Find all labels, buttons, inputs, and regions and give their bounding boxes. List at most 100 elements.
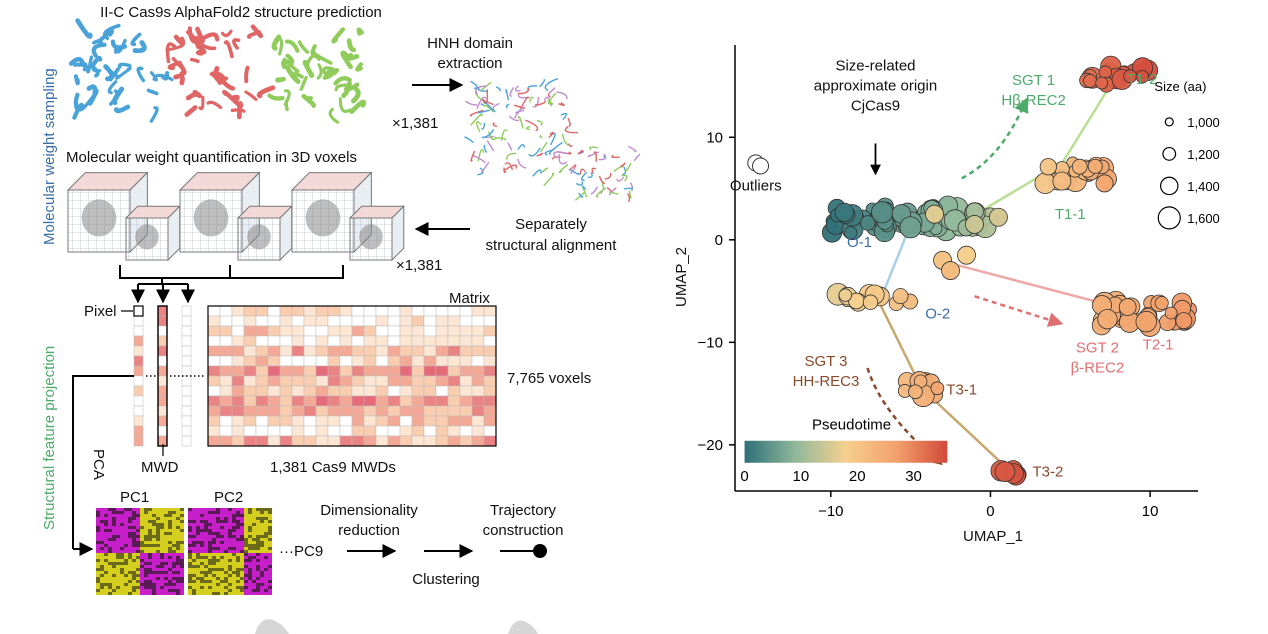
heatmap-cell — [160, 580, 164, 583]
heatmap-cell — [188, 589, 192, 592]
matrix-cell — [303, 395, 317, 407]
heatmap-cell — [200, 532, 204, 535]
heatmap-cell — [260, 559, 264, 562]
heatmap-cell — [236, 553, 240, 556]
matrix-cell — [375, 335, 389, 347]
matrix-cell — [219, 435, 233, 447]
heatmap-cell — [112, 568, 116, 571]
heatmap-cell — [224, 559, 228, 562]
heatmap-cell — [112, 508, 116, 511]
heatmap-cell — [168, 547, 172, 550]
matrix-cell — [327, 385, 341, 397]
heatmap-cell — [204, 583, 208, 586]
mwd-cell — [181, 315, 192, 327]
heatmap-cell — [236, 526, 240, 529]
heatmap-cell — [220, 574, 224, 577]
heatmap-cell — [96, 532, 100, 535]
matrix-cell — [471, 425, 485, 437]
heatmap-cell — [104, 529, 108, 532]
matrix-cell — [339, 365, 353, 377]
matrix-cell — [399, 325, 413, 337]
heatmap-cell — [188, 565, 192, 568]
mwd-label: MWD — [141, 459, 179, 476]
hnh-ribbon — [568, 163, 577, 171]
heatmap-cell — [132, 562, 136, 565]
protein-ribbon — [220, 29, 233, 38]
heatmap-cell — [116, 523, 120, 526]
heatmap-cell — [100, 532, 104, 535]
heatmap-cell — [120, 511, 124, 514]
hnh-ribbon — [486, 140, 495, 152]
matrix-cell — [471, 355, 485, 367]
heatmap-cell — [192, 565, 196, 568]
voxels-label: 7,765 voxels — [507, 370, 591, 387]
heatmap-cell — [232, 562, 236, 565]
heatmap-cell — [116, 535, 120, 538]
heatmap-cell — [256, 517, 260, 520]
pc9-label: ···PC9 — [279, 543, 323, 560]
protein-ribbon — [334, 83, 351, 92]
heatmap-cell — [120, 508, 124, 511]
protein-ribbon — [285, 53, 295, 65]
matrix-cell — [327, 365, 341, 377]
heatmap-cell — [220, 586, 224, 589]
heatmap-cell — [204, 508, 208, 511]
heatmap-cell — [188, 538, 192, 541]
matrix-cell — [291, 395, 305, 407]
protein-ribbon — [345, 52, 360, 61]
matrix-cell — [423, 315, 437, 327]
heatmap-cell — [208, 535, 212, 538]
heatmap-cell — [188, 535, 192, 538]
hnh-ribbon — [519, 96, 529, 110]
heatmap-cell — [96, 568, 100, 571]
umap-point — [871, 201, 894, 224]
heatmap-cell — [232, 523, 236, 526]
heatmap-cell — [128, 556, 132, 559]
hnh-ribbon — [500, 129, 508, 141]
matrix-cell — [279, 415, 293, 427]
density-blob — [81, 199, 117, 237]
heatmap-cell — [248, 559, 252, 562]
heatmap-cell — [224, 574, 228, 577]
heatmap-cell — [232, 547, 236, 550]
heatmap-cell — [212, 586, 216, 589]
matrix-cell — [279, 375, 293, 387]
heatmap-cell — [208, 538, 212, 541]
hnh-ribbon — [517, 158, 527, 169]
heatmap-cell — [212, 574, 216, 577]
heatmap-cell — [156, 568, 160, 571]
heatmap-cell — [156, 556, 160, 559]
mwd-cell — [157, 325, 168, 337]
heatmap-cell — [148, 574, 152, 577]
matrix-cell — [255, 355, 269, 367]
heatmap-cell — [96, 508, 100, 511]
heatmap-cell — [240, 547, 244, 550]
heatmap-cell — [112, 535, 116, 538]
heatmap-cell — [124, 538, 128, 541]
heatmap-cell — [160, 526, 164, 529]
heatmap-cell — [144, 583, 148, 586]
heatmap-cell — [116, 565, 120, 568]
heatmap-cell — [200, 535, 204, 538]
heatmap-cell — [264, 565, 268, 568]
protein-ribbon — [322, 68, 339, 80]
mwd-cell — [181, 405, 192, 417]
heatmap-cell — [164, 517, 168, 520]
hnh-ribbon — [560, 112, 568, 121]
heatmap-cell — [196, 532, 200, 535]
size-legend-circle — [1162, 146, 1177, 161]
heatmap-cell — [104, 583, 108, 586]
matrix-cell — [279, 365, 293, 377]
heatmap-cell — [216, 520, 220, 523]
heatmap-cell — [128, 571, 132, 574]
hnh-ribbon — [495, 137, 507, 141]
heatmap-cell — [132, 568, 136, 571]
matrix-cell — [375, 405, 389, 417]
trajectory-endpoint — [533, 544, 547, 558]
heatmap-cell — [140, 547, 144, 550]
matrix-cell — [327, 425, 341, 437]
umap-point — [1118, 298, 1137, 316]
heatmap-cell — [244, 559, 248, 562]
heatmap-cell — [192, 559, 196, 562]
cube-bracket — [119, 265, 344, 279]
